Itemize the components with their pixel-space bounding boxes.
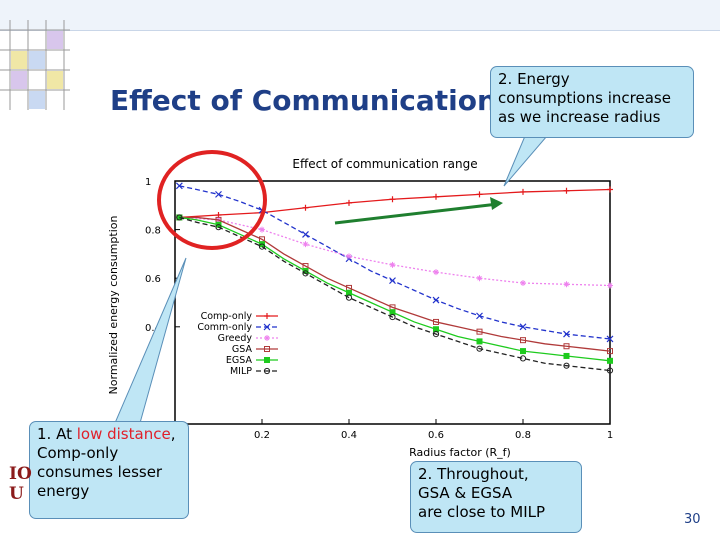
- data-point: [563, 187, 570, 194]
- page-number: 30: [684, 512, 701, 527]
- legend-label: Comm-only: [197, 322, 252, 333]
- data-point: [520, 280, 526, 287]
- data-point: [346, 289, 352, 296]
- y-tick-label: 0.6: [145, 274, 161, 285]
- chart-title: Effect of communication range: [292, 157, 477, 171]
- x-tick-label: 0.8: [515, 430, 531, 441]
- data-point: [346, 253, 352, 260]
- data-point: [432, 296, 440, 304]
- data-point: [432, 330, 440, 338]
- data-point: [345, 294, 353, 301]
- data-point: [264, 313, 270, 319]
- logo-text-line: IO: [9, 464, 32, 484]
- data-point: [389, 309, 396, 316]
- data-point: [563, 352, 570, 359]
- data-point: [476, 328, 483, 335]
- data-point: [302, 231, 309, 238]
- data-point: [389, 261, 396, 268]
- x-tick-label: 0.4: [341, 430, 357, 441]
- legend-label: GSA: [232, 344, 253, 355]
- x-tick-label: 0.2: [254, 430, 270, 441]
- data-point: [264, 346, 270, 352]
- y-tick-label: 1: [145, 177, 151, 188]
- legend-label: MILP: [230, 366, 252, 377]
- data-point: [264, 357, 270, 363]
- data-point: [476, 338, 483, 345]
- data-point: [606, 367, 614, 374]
- data-point: [520, 188, 526, 195]
- data-point: [563, 362, 570, 369]
- callout-low-distance-suffix: ,: [170, 425, 176, 443]
- data-point: [520, 348, 526, 355]
- data-point: [389, 277, 396, 285]
- data-point: [302, 270, 309, 277]
- data-point: [563, 343, 570, 350]
- data-point: [607, 357, 613, 364]
- data-point: [302, 241, 309, 248]
- university-logo: IO U: [9, 464, 39, 508]
- slide-title: Effect of Communication: [110, 84, 497, 117]
- data-point: [607, 186, 613, 193]
- data-point: [433, 269, 439, 276]
- callout-low-distance-rest: Comp-only consumes lesser energy: [37, 444, 163, 500]
- y-tick-label: 0.8: [145, 226, 161, 237]
- data-point: [389, 196, 396, 203]
- y-tick-label: 0.4: [145, 323, 161, 334]
- data-point: [433, 326, 439, 333]
- data-point: [520, 337, 526, 344]
- data-point: [519, 355, 527, 362]
- plot-frame: [174, 180, 611, 425]
- top-band: [0, 0, 720, 30]
- data-point: [476, 345, 483, 352]
- callout-low-distance-highlight: low distance: [76, 425, 171, 443]
- data-point: [302, 204, 309, 211]
- decorative-grid: [0, 20, 70, 110]
- data-point: [607, 348, 613, 355]
- legend-label: Greedy: [218, 333, 253, 344]
- y-axis-label: Normalized energy consumption: [107, 216, 120, 395]
- data-point: [607, 282, 613, 289]
- data-point: [606, 335, 614, 343]
- callout-low-distance: 1. At low distance, Comp-only consumes l…: [29, 421, 189, 519]
- data-point: [389, 313, 396, 321]
- logo-text-line: U: [9, 484, 24, 504]
- legend-label: Comp-only: [201, 311, 253, 322]
- data-point: [476, 191, 483, 198]
- callout-energy-increase: 2. Energy consumptions increase as we in…: [490, 66, 694, 138]
- data-point: [264, 335, 270, 341]
- callout-throughput: 2. Throughout, GSA & EGSA are close to M…: [410, 461, 582, 533]
- data-point: [519, 323, 527, 331]
- x-axis-label: Radius factor (R_f): [409, 446, 511, 459]
- header-rule: [0, 30, 720, 31]
- data-point: [476, 312, 483, 320]
- data-point: [563, 281, 570, 288]
- data-point: [563, 330, 570, 338]
- data-point: [433, 193, 439, 200]
- callout-low-distance-prefix: 1. At: [37, 425, 77, 443]
- legend-label: EGSA: [226, 355, 253, 366]
- data-point: [263, 367, 271, 375]
- data-point: [263, 323, 271, 331]
- x-tick-label: 0.6: [428, 430, 444, 441]
- x-tick-label: 1: [607, 430, 613, 441]
- data-point: [433, 318, 439, 325]
- data-point: [476, 275, 483, 282]
